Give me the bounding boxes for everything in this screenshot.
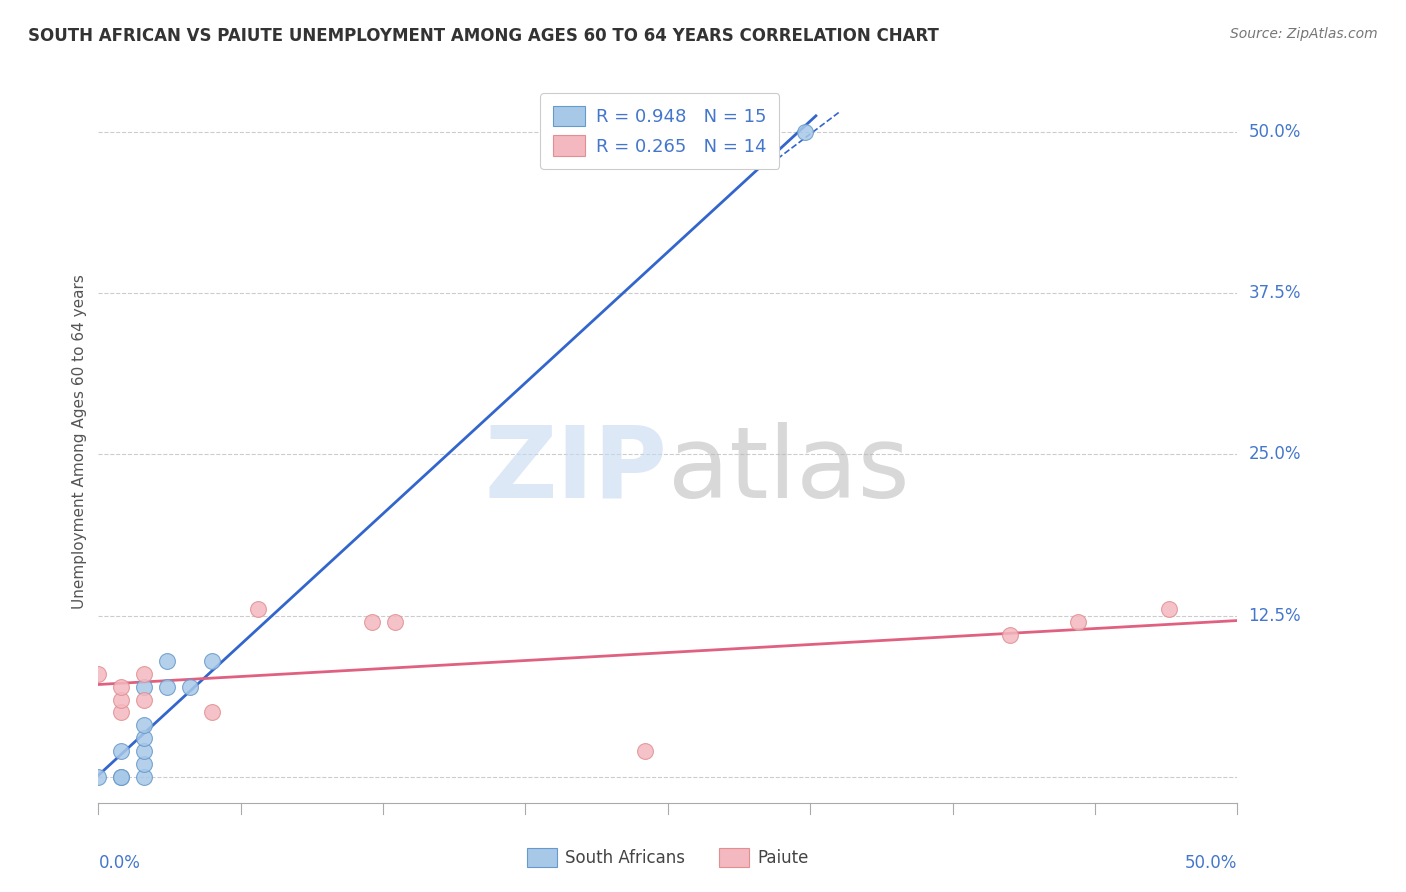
Point: [87, 770, 110, 784]
Point: [132, 757, 155, 772]
Point: [132, 718, 155, 732]
Y-axis label: Unemployment Among Ages 60 to 64 years: Unemployment Among Ages 60 to 64 years: [72, 274, 87, 609]
Point: [1157, 602, 1180, 616]
Text: atlas: atlas: [668, 422, 910, 519]
Point: [998, 628, 1021, 642]
Point: [132, 744, 155, 758]
Text: 0.0%: 0.0%: [98, 855, 141, 872]
Point: [132, 680, 155, 694]
Point: [87, 666, 110, 681]
Point: [156, 654, 179, 668]
Text: 50.0%: 50.0%: [1185, 855, 1237, 872]
Point: [634, 744, 657, 758]
Point: [156, 680, 179, 694]
Point: [179, 680, 201, 694]
Text: SOUTH AFRICAN VS PAIUTE UNEMPLOYMENT AMONG AGES 60 TO 64 YEARS CORRELATION CHART: SOUTH AFRICAN VS PAIUTE UNEMPLOYMENT AMO…: [28, 27, 939, 45]
Point: [110, 770, 132, 784]
Legend: South Africans, Paiute: South Africans, Paiute: [520, 841, 815, 874]
Point: [132, 770, 155, 784]
Point: [201, 706, 224, 720]
Point: [110, 692, 132, 706]
Text: 12.5%: 12.5%: [1249, 607, 1301, 624]
Text: ZIP: ZIP: [485, 422, 668, 519]
Point: [201, 654, 224, 668]
Point: [246, 602, 269, 616]
Point: [384, 615, 406, 630]
Point: [793, 125, 815, 139]
Point: [110, 770, 132, 784]
Point: [132, 731, 155, 746]
Text: 25.0%: 25.0%: [1249, 445, 1301, 464]
Point: [360, 615, 382, 630]
Text: 50.0%: 50.0%: [1249, 123, 1301, 141]
Text: Source: ZipAtlas.com: Source: ZipAtlas.com: [1230, 27, 1378, 41]
Text: 37.5%: 37.5%: [1249, 285, 1301, 302]
Point: [1067, 615, 1090, 630]
Point: [132, 692, 155, 706]
Point: [132, 666, 155, 681]
Point: [110, 680, 132, 694]
Point: [110, 744, 132, 758]
Point: [110, 706, 132, 720]
